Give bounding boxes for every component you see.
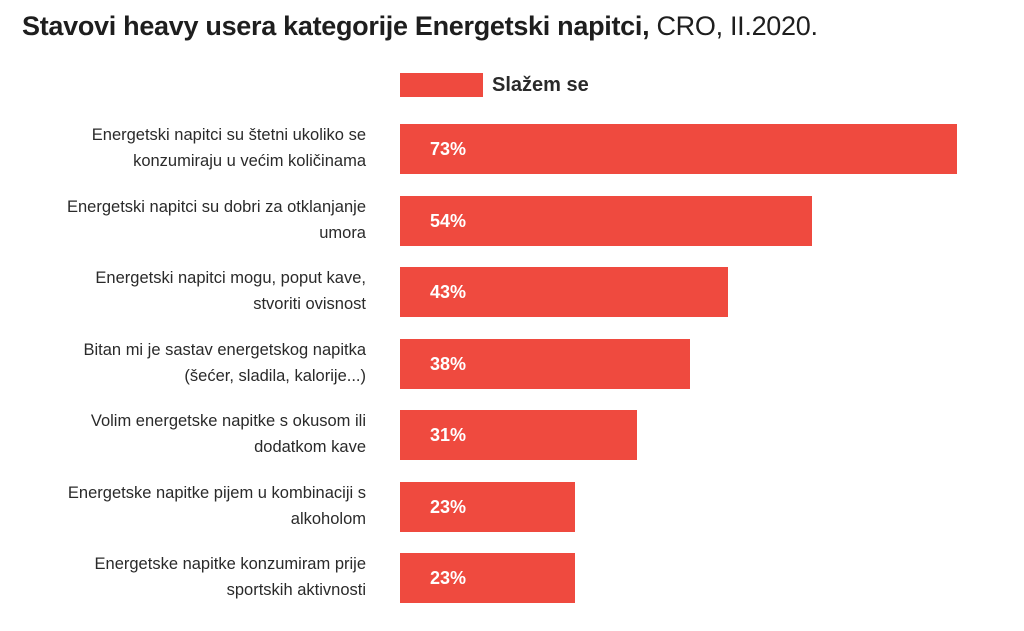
bar	[400, 553, 576, 603]
category-label-line: konzumiraju u većim količinama	[133, 152, 366, 170]
data-label: 23%	[430, 568, 467, 588]
category-label-line: Bitan mi je sastav energetskog napitka	[83, 340, 367, 359]
bar	[400, 195, 813, 246]
legend-swatch	[400, 73, 483, 97]
category-label: Energetske napitke pijem u kombinaciji s…	[6, 480, 366, 532]
category-label-line: Energetski napitci mogu, poput kave,	[95, 269, 366, 287]
data-label: 54%	[430, 210, 467, 231]
category-label-line: dodatkom kave	[254, 438, 366, 456]
data-label: 31%	[430, 425, 467, 445]
bar	[400, 481, 576, 532]
category-label-line: Energetske napitke konzumiram prije	[94, 555, 366, 573]
bar	[400, 267, 729, 317]
bar	[400, 124, 957, 174]
chart-title: Stavovi heavy usera kategorije Energetsk…	[22, 6, 818, 46]
category-label: Bitan mi je sastav energetskog napitka (š…	[6, 337, 367, 389]
data-label: 23%	[430, 496, 467, 517]
bar	[400, 338, 690, 389]
category-label: Energetski napitci su dobri za otklanjan…	[6, 194, 366, 246]
category-label-line: sportskih aktivnosti	[226, 581, 366, 599]
category-label-line: umora	[319, 223, 366, 242]
category-label: Volim energetske napitke s okusom ili dod…	[6, 408, 366, 460]
legend-label: Slažem se	[492, 74, 589, 96]
category-label-line: Energetske napitke pijem u kombinaciji s	[67, 483, 366, 502]
category-label-line: Energetski napitci su dobri za otklanjan…	[66, 197, 366, 216]
category-label-line: Volim energetske napitke s okusom ili	[90, 412, 366, 430]
category-label-line: (šećer, sladila, kalorije...)	[184, 366, 366, 385]
category-label: Energetski napitci mogu, poput kave, stvo…	[6, 265, 366, 317]
bar	[400, 410, 637, 460]
category-label: Energetske napitke konzumiram prije sport…	[6, 551, 366, 603]
chart-title-main: Stavovi heavy usera kategorije Energetsk…	[22, 11, 650, 41]
category-label-line: stvoriti ovisnost	[253, 295, 366, 313]
category-label-line: alkoholom	[290, 509, 366, 528]
category-label: Energetski napitci su štetni ukoliko se k…	[6, 122, 366, 174]
data-label: 43%	[430, 282, 467, 302]
category-label-line: Energetski napitci su štetni ukoliko se	[91, 126, 366, 144]
chart-title-suffix: CRO, II.2020.	[649, 11, 818, 41]
data-label: 38%	[430, 353, 467, 374]
data-label: 73%	[430, 139, 467, 159]
